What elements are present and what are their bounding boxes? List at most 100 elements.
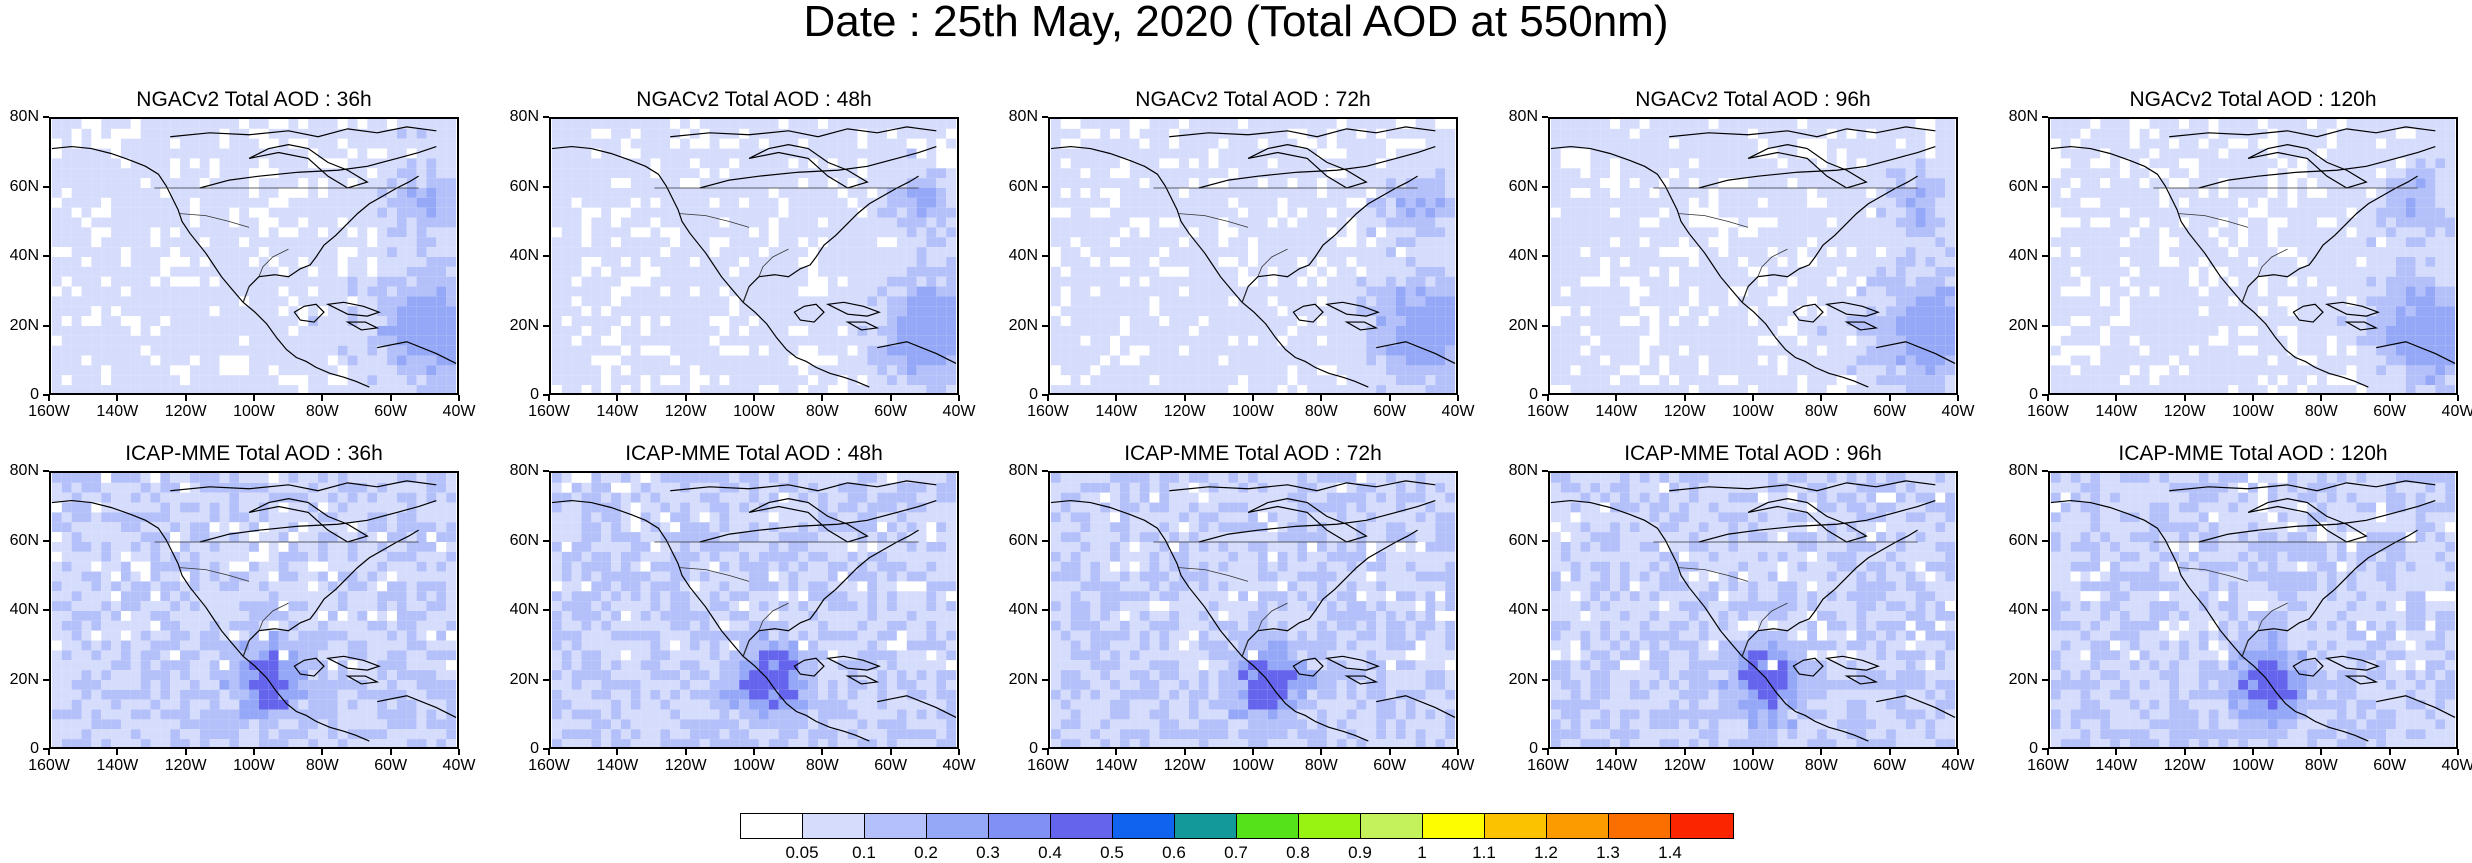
lon-tick-label: 160W <box>524 757 574 775</box>
lon-tick <box>753 395 755 401</box>
lat-tick <box>2042 470 2048 472</box>
aod-map <box>2050 119 2456 393</box>
lon-tick-label: 160W <box>2023 403 2073 421</box>
colorbar-swatch <box>1671 814 1733 838</box>
lon-tick <box>685 395 687 401</box>
map-panel <box>2048 471 2458 749</box>
lon-tick <box>2047 395 2049 401</box>
lat-tick-label: 0 <box>0 386 39 404</box>
lat-tick <box>543 186 549 188</box>
lon-tick <box>116 749 118 755</box>
lon-tick-label: 40W <box>434 403 484 421</box>
lat-tick <box>43 609 49 611</box>
lon-tick-label: 160W <box>24 403 74 421</box>
colorbar-label: 0.5 <box>1092 843 1132 863</box>
lat-tick <box>1042 540 1048 542</box>
lat-tick <box>543 116 549 118</box>
lon-tick-label: 140W <box>1591 757 1641 775</box>
lat-tick-label: 40N <box>0 247 39 265</box>
lon-tick-label: 120W <box>2160 757 2210 775</box>
lon-tick-label: 40W <box>434 757 484 775</box>
lat-tick-label: 0 <box>1998 386 2038 404</box>
lon-tick-label: 40W <box>1433 403 1483 421</box>
aod-map <box>1550 473 1956 747</box>
lon-tick <box>253 395 255 401</box>
lat-tick-label: 40N <box>1998 601 2038 619</box>
lat-tick-label: 80N <box>499 462 539 480</box>
lat-tick <box>43 255 49 257</box>
lat-tick-label: 0 <box>1998 740 2038 758</box>
lon-tick <box>1547 395 1549 401</box>
lat-tick-label: 20N <box>998 671 1038 689</box>
lon-tick-label: 80W <box>1296 403 1346 421</box>
colorbar-label: 0.7 <box>1216 843 1256 863</box>
lat-tick <box>1542 186 1548 188</box>
lon-tick-label: 40W <box>1933 403 1983 421</box>
lat-tick-label: 0 <box>499 740 539 758</box>
lat-tick-label: 40N <box>499 247 539 265</box>
lon-tick <box>1115 395 1117 401</box>
panel-title: ICAP-MME Total AOD : 96h <box>1548 441 1958 467</box>
colorbar-label: 1.1 <box>1464 843 1504 863</box>
colorbar-label: 0.8 <box>1278 843 1318 863</box>
lon-tick-label: 100W <box>1228 403 1278 421</box>
colorbar-swatch <box>741 814 803 838</box>
colorbar-label: 1.2 <box>1526 843 1566 863</box>
lat-tick <box>43 186 49 188</box>
lon-tick <box>48 749 50 755</box>
lon-tick <box>1889 749 1891 755</box>
lon-tick <box>2252 395 2254 401</box>
lon-tick-label: 40W <box>2433 403 2472 421</box>
panel-title: NGACv2 Total AOD : 36h <box>49 87 459 113</box>
lon-tick-label: 80W <box>797 757 847 775</box>
lat-tick-label: 40N <box>998 247 1038 265</box>
lat-tick-label: 60N <box>0 532 39 550</box>
lon-tick-label: 160W <box>1523 403 1573 421</box>
lon-tick <box>1615 749 1617 755</box>
map-panel <box>1048 117 1458 395</box>
lat-tick <box>1542 325 1548 327</box>
lon-tick <box>958 749 960 755</box>
lon-tick <box>1957 395 1959 401</box>
lat-tick <box>1542 470 1548 472</box>
lat-tick-label: 40N <box>0 601 39 619</box>
lon-tick <box>1389 395 1391 401</box>
lon-tick <box>1889 395 1891 401</box>
lat-tick <box>543 255 549 257</box>
colorbar-label: 0.4 <box>1030 843 1070 863</box>
lon-tick <box>1320 395 1322 401</box>
lon-tick <box>616 395 618 401</box>
lat-tick-label: 20N <box>1998 671 2038 689</box>
lon-tick <box>548 749 550 755</box>
lat-tick-label: 40N <box>1998 247 2038 265</box>
lon-tick <box>2184 749 2186 755</box>
lat-tick <box>2042 540 2048 542</box>
colorbar-label: 0.2 <box>906 843 946 863</box>
map-panel <box>1548 117 1958 395</box>
colorbar <box>740 813 1734 839</box>
lat-tick-label: 0 <box>0 740 39 758</box>
lat-tick <box>1042 609 1048 611</box>
colorbar-swatch <box>803 814 865 838</box>
lat-tick <box>1542 255 1548 257</box>
lon-tick <box>616 749 618 755</box>
lon-tick <box>253 749 255 755</box>
panel-title: ICAP-MME Total AOD : 36h <box>49 441 459 467</box>
map-panel <box>549 117 959 395</box>
lat-tick-label: 80N <box>1998 462 2038 480</box>
lon-tick-label: 80W <box>797 403 847 421</box>
lon-tick <box>1047 395 1049 401</box>
lon-tick <box>1252 749 1254 755</box>
lat-tick-label: 40N <box>1498 247 1538 265</box>
map-panel <box>49 471 459 749</box>
lon-tick <box>1184 395 1186 401</box>
lat-tick-label: 60N <box>499 532 539 550</box>
colorbar-label: 1.3 <box>1588 843 1628 863</box>
colorbar-label: 0.9 <box>1340 843 1380 863</box>
lat-tick-label: 40N <box>499 601 539 619</box>
panel-title: ICAP-MME Total AOD : 72h <box>1048 441 1458 467</box>
lat-tick <box>543 325 549 327</box>
lon-tick-label: 60W <box>866 403 916 421</box>
lat-tick-label: 0 <box>1498 740 1538 758</box>
lon-tick-label: 120W <box>661 403 711 421</box>
